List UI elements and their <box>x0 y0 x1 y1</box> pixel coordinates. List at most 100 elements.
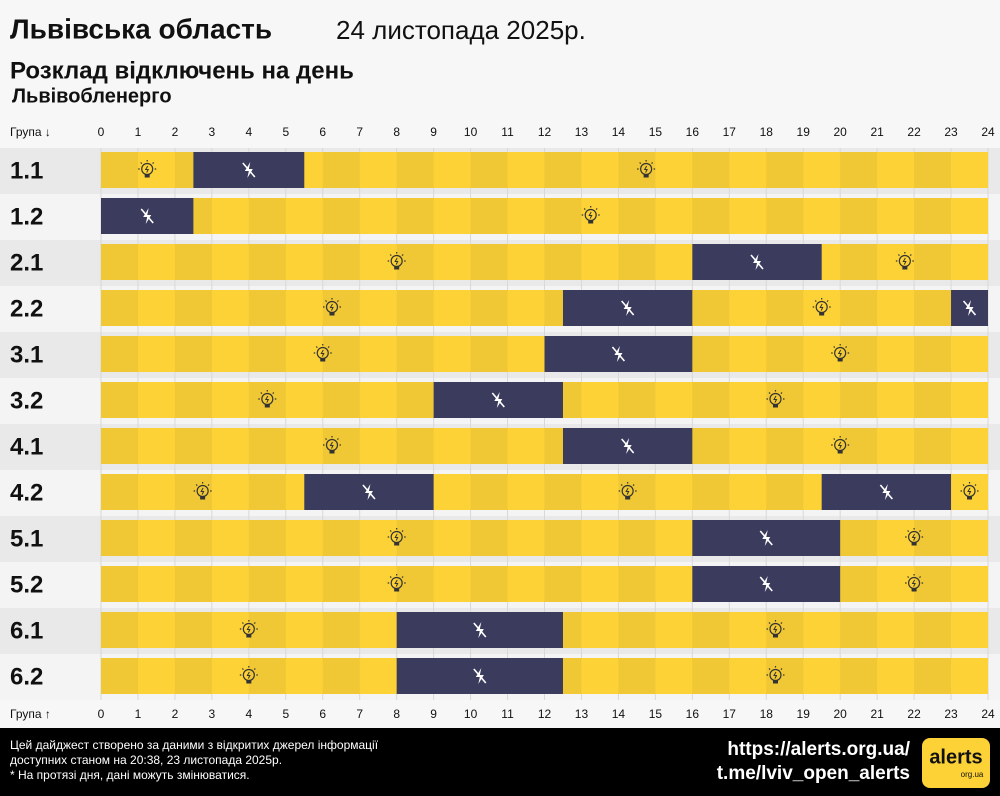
group-header: Група ↑ <box>10 707 51 721</box>
hour-stripe <box>470 336 508 372</box>
hour-stripe <box>322 152 360 188</box>
bulb-base <box>837 358 843 362</box>
bulb-base <box>772 680 778 684</box>
hour-stripe <box>840 290 878 326</box>
bulb-spark <box>773 671 778 679</box>
bulb-base <box>394 588 400 592</box>
hour-stripe <box>692 290 730 326</box>
bulb-spark <box>246 671 251 679</box>
group-label: 1.1 <box>10 157 43 184</box>
x-tick-label: 24 <box>981 707 995 721</box>
x-tick-label: 9 <box>430 125 437 139</box>
hour-stripe <box>396 566 434 602</box>
bulb-spark <box>200 487 205 495</box>
hour-stripe <box>322 290 360 326</box>
x-tick-label: 0 <box>98 125 105 139</box>
power-icon <box>895 252 914 270</box>
footer-link[interactable]: https://alerts.org.ua/ <box>727 739 910 760</box>
x-tick-label: 17 <box>723 707 737 721</box>
power-icon <box>193 482 212 500</box>
group-label: 3.2 <box>10 387 43 414</box>
hour-stripe <box>914 152 952 188</box>
hour-stripe <box>101 244 138 280</box>
provider: Львівобленерго <box>12 85 172 107</box>
power-icon <box>831 436 850 454</box>
power-icon <box>766 390 785 408</box>
hour-stripe <box>692 428 730 464</box>
bulb-base <box>772 404 778 408</box>
hour-stripe <box>396 428 434 464</box>
x-tick-label: 10 <box>464 125 478 139</box>
power-icon <box>387 528 406 546</box>
bulb-spark <box>902 257 907 265</box>
hour-stripe <box>544 244 582 280</box>
hour-stripe <box>840 382 878 418</box>
x-tick-label: 17 <box>723 125 737 139</box>
hour-stripe <box>396 198 434 234</box>
hour-stripe <box>766 198 804 234</box>
bulb-spark <box>246 625 251 633</box>
hour-stripe <box>840 198 878 234</box>
hour-stripe <box>470 152 508 188</box>
footer-link[interactable]: t.me/lviv_open_alerts <box>717 763 910 784</box>
x-tick-label: 11 <box>501 707 514 721</box>
hour-stripe <box>396 152 434 188</box>
bulb-base <box>320 358 326 362</box>
group-label: 5.2 <box>10 571 43 598</box>
bolt-strike <box>491 392 505 408</box>
x-tick-label: 23 <box>944 125 958 139</box>
hour-stripe <box>766 290 804 326</box>
hour-stripe <box>101 152 138 188</box>
hour-stripe <box>840 612 878 648</box>
hour-stripe <box>101 336 138 372</box>
outage-icon <box>750 254 764 270</box>
bulb-rays <box>387 574 406 584</box>
bulb-rays <box>322 298 341 308</box>
power-bar <box>101 566 988 602</box>
hour-stripe <box>174 658 212 694</box>
group-label: 4.2 <box>10 479 43 506</box>
bulb-spark <box>588 211 593 219</box>
hour-stripe <box>101 428 138 464</box>
bolt-strike <box>962 300 977 316</box>
bulb-base <box>588 220 594 224</box>
hour-stripe <box>174 290 212 326</box>
hour-stripe <box>692 382 730 418</box>
x-tick-label: 18 <box>760 125 774 139</box>
bulb-rays <box>239 666 258 676</box>
hour-stripe <box>322 428 360 464</box>
power-bar <box>101 428 988 464</box>
bulb-base <box>967 496 973 500</box>
power-icon <box>387 574 406 592</box>
bulb-rays <box>637 160 656 170</box>
hour-stripe <box>618 612 656 648</box>
x-tick-label: 6 <box>319 125 326 139</box>
x-tick-label: 5 <box>282 125 289 139</box>
x-tick-label: 24 <box>981 125 995 139</box>
x-tick-label: 22 <box>907 125 921 139</box>
hour-stripe <box>101 566 138 602</box>
hour-stripe <box>766 152 804 188</box>
bulb-spark <box>320 349 325 357</box>
power-icon <box>322 436 341 454</box>
bulb-base <box>911 542 917 546</box>
bolt-strike <box>611 346 626 362</box>
bulb-rays <box>831 436 850 446</box>
hour-stripe <box>248 336 286 372</box>
hour-stripe <box>914 336 952 372</box>
bulb-rays <box>581 206 600 216</box>
hour-stripe <box>248 658 286 694</box>
x-tick-label: 20 <box>833 707 847 721</box>
bulb-base <box>643 174 649 178</box>
x-tick-label: 9 <box>430 707 437 721</box>
bulb-base <box>772 634 778 638</box>
bulb-base <box>625 496 631 500</box>
x-tick-label: 2 <box>172 707 179 721</box>
hour-stripe <box>470 520 508 556</box>
hour-stripe <box>766 612 804 648</box>
outage-icon <box>140 208 154 224</box>
hour-stripe <box>101 382 138 418</box>
bulb-spark <box>911 579 916 587</box>
hour-stripe <box>248 382 286 418</box>
bulb-rays <box>322 436 341 446</box>
